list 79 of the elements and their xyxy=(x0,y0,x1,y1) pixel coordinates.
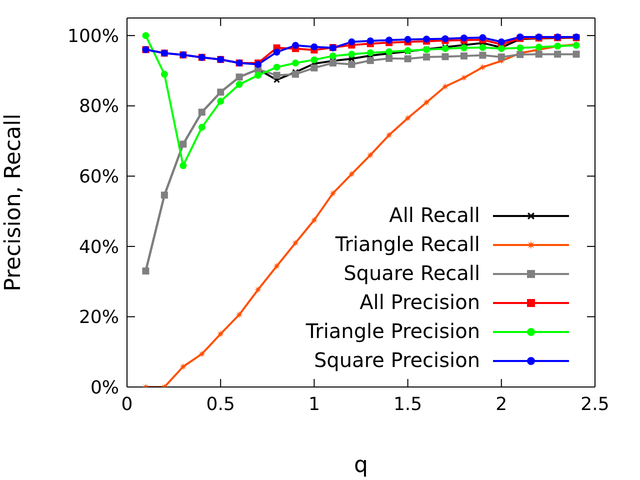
legend-label: Square Recall xyxy=(344,260,480,287)
point xyxy=(348,60,356,68)
legend-label: All Recall xyxy=(389,202,480,229)
point xyxy=(236,311,243,318)
point xyxy=(292,70,299,78)
point xyxy=(310,216,318,224)
legend-label: Square Precision xyxy=(314,347,480,374)
point xyxy=(329,59,336,66)
point xyxy=(554,50,562,58)
point xyxy=(198,124,206,131)
point xyxy=(273,48,280,56)
point xyxy=(217,98,224,105)
point xyxy=(310,64,318,72)
point xyxy=(273,64,280,71)
point xyxy=(329,190,337,197)
point xyxy=(423,54,430,61)
point xyxy=(404,36,412,43)
y-tick-label: 40% xyxy=(78,236,119,258)
point xyxy=(460,52,468,60)
legend-label: Triangle Precision xyxy=(306,318,480,345)
point xyxy=(479,64,486,71)
point xyxy=(498,54,505,61)
point xyxy=(329,52,336,60)
x-tick-label: 2.5 xyxy=(580,394,610,415)
point xyxy=(254,72,262,79)
point xyxy=(273,262,280,270)
x-tick-label: 2 xyxy=(496,394,508,415)
x-tick-label: 0.5 xyxy=(206,394,235,415)
point xyxy=(292,59,299,66)
point xyxy=(348,38,356,46)
point xyxy=(198,350,206,358)
point xyxy=(160,70,168,78)
point xyxy=(348,170,356,178)
point xyxy=(516,44,524,52)
point xyxy=(292,42,299,49)
point xyxy=(404,55,412,62)
point xyxy=(366,37,374,44)
point xyxy=(386,36,393,44)
point xyxy=(386,48,393,56)
y-tick-label: 60% xyxy=(78,166,119,188)
point xyxy=(442,53,449,60)
point xyxy=(142,32,150,40)
legend-label: Triangle Recall xyxy=(335,231,480,258)
y-axis-title: Precision, Recall xyxy=(0,114,26,292)
point xyxy=(254,286,262,294)
point xyxy=(310,43,318,50)
point xyxy=(385,131,393,139)
point xyxy=(572,50,580,58)
point xyxy=(366,151,374,159)
point xyxy=(498,38,505,46)
point xyxy=(442,82,449,90)
point xyxy=(386,54,393,62)
point xyxy=(217,330,224,338)
x-tick-label: 1.5 xyxy=(393,394,422,415)
x-tick-label: 0 xyxy=(121,394,133,415)
point xyxy=(479,52,486,59)
y-tick-label: 100% xyxy=(68,26,119,47)
y-tick-label: 0% xyxy=(90,377,119,398)
legend-label: All Precision xyxy=(360,289,480,316)
point xyxy=(180,162,187,170)
point xyxy=(460,74,468,82)
point xyxy=(236,80,243,88)
point xyxy=(348,50,356,58)
x-axis-title: q xyxy=(354,453,368,478)
point xyxy=(479,44,486,52)
point xyxy=(366,49,374,56)
point xyxy=(460,44,468,52)
point xyxy=(292,239,300,247)
point xyxy=(422,98,430,106)
point xyxy=(366,57,374,64)
y-tick-label: 20% xyxy=(78,307,119,328)
point xyxy=(180,363,187,370)
point xyxy=(310,56,318,64)
point xyxy=(404,114,412,122)
point xyxy=(535,50,542,58)
point xyxy=(273,72,280,79)
x-tick-label: 1 xyxy=(308,394,320,415)
y-tick-label: 80% xyxy=(78,96,119,118)
point xyxy=(535,44,542,51)
